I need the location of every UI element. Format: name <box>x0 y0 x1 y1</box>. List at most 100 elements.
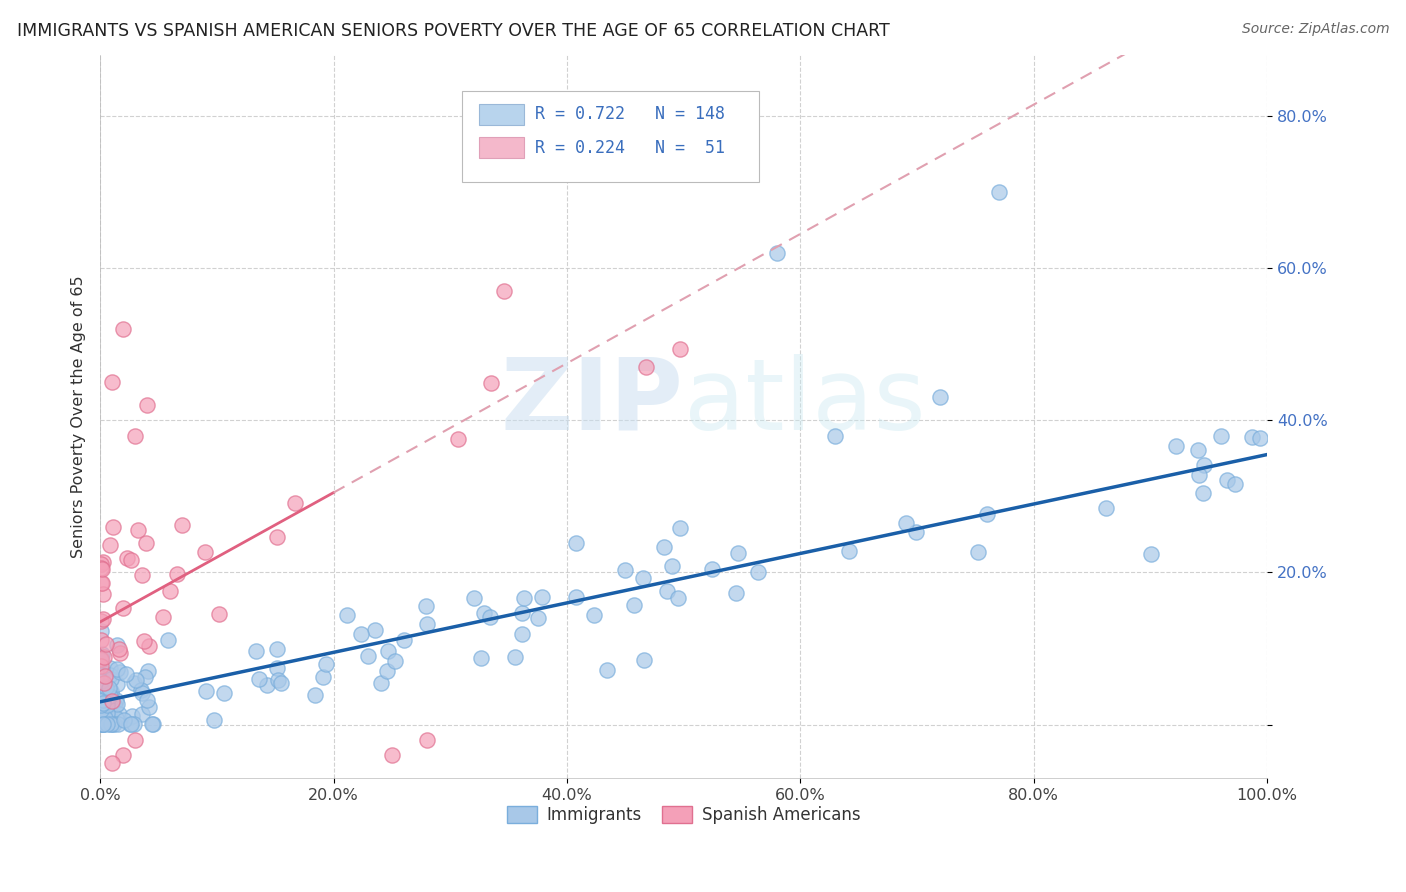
Point <box>370 676 392 690</box>
Point <box>256 678 278 692</box>
Point <box>97 682 120 697</box>
Point <box>105 663 128 677</box>
Point <box>101 695 124 709</box>
Point <box>90 659 112 673</box>
Point <box>1192 486 1215 500</box>
Point <box>90 561 112 575</box>
Text: atlas: atlas <box>683 353 925 450</box>
Point <box>266 530 288 544</box>
Point <box>1192 458 1215 473</box>
Point <box>1140 547 1163 561</box>
Point <box>96 696 118 710</box>
Point <box>108 641 131 656</box>
Point <box>122 717 145 731</box>
Point <box>96 717 118 731</box>
Point <box>381 747 404 762</box>
Point <box>93 650 115 665</box>
FancyBboxPatch shape <box>479 103 524 125</box>
Point <box>91 673 114 688</box>
Point <box>135 535 157 549</box>
Point <box>1215 473 1237 487</box>
Point <box>987 185 1010 199</box>
Point <box>91 693 114 707</box>
Point <box>976 507 998 521</box>
Point <box>90 557 112 571</box>
Point <box>513 591 536 605</box>
Point <box>666 591 689 606</box>
Point <box>112 747 135 762</box>
Point <box>929 391 952 405</box>
Point <box>90 717 112 731</box>
Point <box>724 586 747 600</box>
Point <box>267 673 290 688</box>
Point <box>266 642 288 657</box>
Point <box>96 698 118 712</box>
Point <box>652 540 675 554</box>
Point <box>90 650 112 665</box>
Point <box>131 682 153 697</box>
Point <box>91 696 114 710</box>
Point <box>583 608 606 623</box>
Point <box>110 665 132 679</box>
Point <box>245 643 267 657</box>
Point <box>100 686 122 700</box>
Point <box>91 692 114 706</box>
Point <box>108 647 131 661</box>
Point <box>530 590 553 604</box>
Point <box>447 432 470 446</box>
Point <box>1187 442 1209 457</box>
Point <box>98 689 121 703</box>
Point <box>141 717 163 731</box>
Point <box>527 611 550 625</box>
Point <box>479 609 502 624</box>
Point <box>101 376 124 390</box>
Point <box>1166 438 1188 452</box>
Text: R = 0.224   N =  51: R = 0.224 N = 51 <box>536 138 725 157</box>
Point <box>105 697 128 711</box>
Point <box>131 568 153 582</box>
Point <box>122 676 145 690</box>
Point <box>304 689 326 703</box>
Text: IMMIGRANTS VS SPANISH AMERICAN SENIORS POVERTY OVER THE AGE OF 65 CORRELATION CH: IMMIGRANTS VS SPANISH AMERICAN SENIORS P… <box>17 22 890 40</box>
Point <box>91 575 114 590</box>
Point <box>104 698 127 713</box>
Point <box>94 711 117 725</box>
Point <box>91 696 114 710</box>
Point <box>120 717 142 731</box>
Point <box>494 284 516 298</box>
Point <box>416 617 439 632</box>
Point <box>247 672 270 686</box>
Point <box>90 575 112 590</box>
Point <box>194 545 217 559</box>
Point <box>111 601 134 615</box>
Point <box>105 711 128 725</box>
Point <box>91 717 114 731</box>
Point <box>91 587 114 601</box>
Point <box>284 496 307 510</box>
Point <box>105 677 128 691</box>
Point <box>194 683 217 698</box>
Point <box>131 686 153 700</box>
Point <box>90 652 112 666</box>
Point <box>120 717 142 731</box>
Point <box>512 627 534 641</box>
Point <box>124 428 146 442</box>
Point <box>91 555 114 569</box>
Point <box>565 591 588 605</box>
Point <box>503 650 526 665</box>
Point <box>90 683 112 698</box>
Point <box>90 679 112 693</box>
Point <box>669 521 692 535</box>
Point <box>655 584 678 599</box>
Point <box>100 672 122 686</box>
Point <box>623 598 645 612</box>
Point <box>120 552 142 566</box>
Point <box>94 637 117 651</box>
Point <box>266 661 288 675</box>
Point <box>159 584 181 599</box>
Point <box>107 639 129 653</box>
Point <box>152 609 174 624</box>
Point <box>474 606 496 620</box>
Point <box>103 717 125 731</box>
Point <box>94 688 117 702</box>
